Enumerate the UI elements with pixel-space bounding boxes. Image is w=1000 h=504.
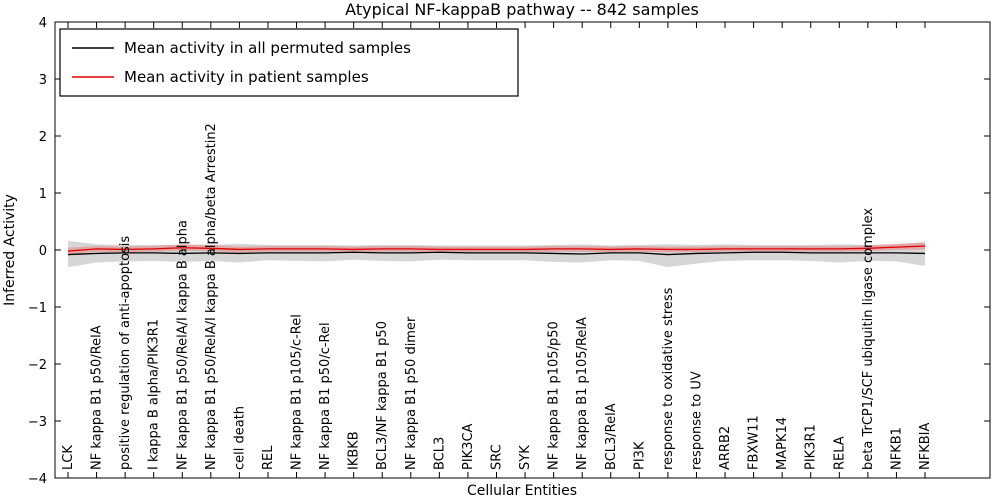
x-tick-label: SYK	[518, 445, 533, 470]
x-tick-label: NF kappa B1 p50/RelA/I kappa B alpha	[175, 220, 190, 470]
y-tick-labels: −4 −3 −2 −1 0 1 2 3 4	[28, 16, 47, 487]
y-tick-label: 1	[39, 187, 47, 202]
plot-frame	[54, 21, 991, 479]
series-line-patient	[67, 245, 926, 252]
patient-samples-range-band	[68, 242, 925, 255]
x-tick-label: RELA	[832, 436, 847, 470]
x-tick-label: BCL3	[432, 437, 447, 470]
x-tick-label: NF kappa B1 p105/p50	[547, 321, 562, 470]
x-tick-label: FBXW11	[747, 415, 762, 470]
legend-box	[59, 28, 519, 97]
y-tick-label: −2	[28, 358, 47, 373]
legend: Mean activity in all permuted samples Me…	[59, 28, 519, 97]
x-tick-label: NF kappa B1 p105/c-Rel	[290, 314, 305, 470]
y-tick-label: 2	[39, 130, 47, 145]
x-tick-label: NF kappa B1 p105/RelA	[575, 317, 590, 470]
x-axis-label: Cellular Entities	[467, 483, 577, 499]
x-tick-label: response to UV	[689, 371, 704, 470]
x-tick-label: NF kappa B1 p50/RelA	[90, 325, 105, 470]
y-tick-label: 0	[39, 244, 47, 259]
axis-ticks	[55, 21, 990, 479]
y-tick-label: 3	[39, 73, 47, 88]
legend-label-patient: Mean activity in patient samples	[124, 68, 369, 86]
x-tick-label: response to oxidative stress	[661, 287, 676, 470]
x-tick-label: REL	[261, 445, 276, 470]
x-tick-label: LCK	[61, 445, 76, 470]
x-tick-label: PI3K	[632, 441, 647, 470]
y-tick-label: −1	[28, 301, 47, 316]
x-tick-label: NFKB1	[889, 427, 904, 470]
chart-title: Atypical NF-kappaB pathway -- 842 sample…	[345, 0, 699, 19]
x-tick-label: positive regulation of anti-apoptosis	[118, 236, 133, 470]
x-tick-label: cell death	[232, 406, 247, 470]
confidence-bands	[68, 240, 925, 268]
x-tick-label: NF kappa B1 p50/c-Rel	[318, 322, 333, 470]
x-tick-label: SRC	[490, 444, 505, 470]
x-tick-label: NF kappa B1 p50/RelA/I kappa B alpha/bet…	[204, 123, 219, 470]
series-lines	[67, 245, 926, 256]
x-tick-label: BCL3/RelA	[604, 403, 619, 470]
x-tick-label: PIK3CA	[461, 423, 476, 470]
x-tick-label: I kappa B alpha/PIK3R1	[147, 319, 162, 470]
x-tick-label: beta TrCP1/SCF ubiquitin ligase complex	[861, 208, 876, 470]
permuted-samples-range-band	[68, 240, 925, 268]
x-tick-label: NFKBIA	[918, 423, 933, 470]
x-category-labels: LCK NF kappa B1 p50/RelA positive regulati…	[61, 123, 933, 470]
y-tick-label: −3	[28, 415, 47, 430]
x-tick-label: BCL3/NF kappa B1 p50	[375, 321, 390, 470]
legend-label-permuted: Mean activity in all permuted samples	[124, 39, 411, 57]
x-tick-label: IKBKB	[347, 431, 362, 470]
x-tick-label: NF kappa B1 p50 dimer	[404, 316, 419, 470]
x-tick-label: MAPK14	[775, 417, 790, 470]
x-tick-label: ARRB2	[718, 426, 733, 470]
y-tick-label: −4	[28, 472, 47, 487]
y-tick-label: 4	[39, 16, 47, 31]
x-tick-label: PIK3R1	[804, 424, 819, 470]
y-axis-label: Inferred Activity	[2, 194, 18, 306]
series-line-permuted	[67, 251, 926, 256]
